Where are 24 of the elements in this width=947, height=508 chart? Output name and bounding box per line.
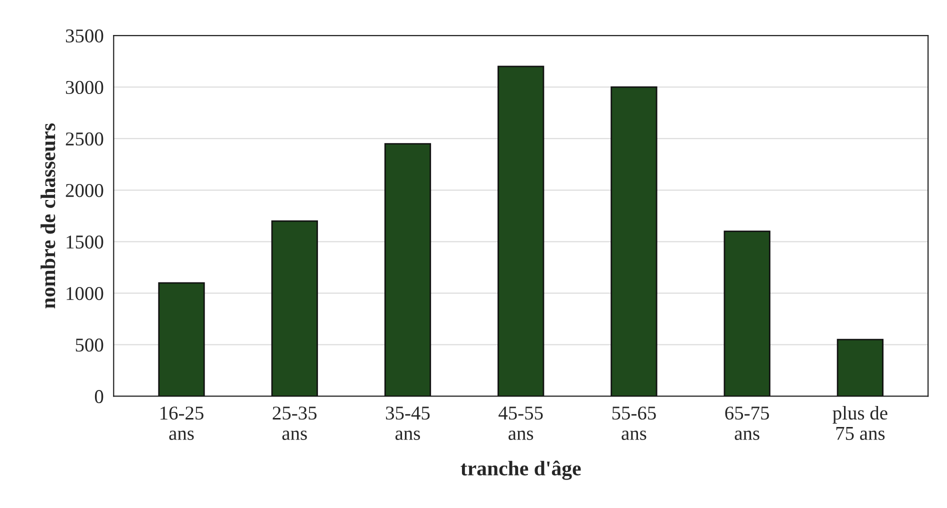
x-tick-label: plus de 75 ans	[832, 406, 888, 440]
x-axis-title: tranche d'âge	[460, 460, 581, 480]
x-tick-label: 45-55 ans	[498, 406, 543, 440]
y-tick-label: 0	[94, 390, 104, 404]
y-tick-label: 3500	[66, 29, 104, 42]
bar	[836, 338, 884, 396]
bar	[610, 86, 658, 396]
y-tick-label: 1000	[66, 287, 104, 300]
x-tick-label: 16-25 ans	[160, 406, 204, 440]
y-axis-title: nombre de chasseurs	[40, 123, 56, 308]
x-tick-label: 25-35 ans	[272, 406, 317, 440]
y-tick-label: 2000	[66, 184, 104, 198]
bar	[158, 282, 205, 396]
y-tick-label: 500	[76, 338, 104, 352]
x-tick-label: 65-75 ans	[725, 406, 769, 440]
bar	[498, 66, 544, 396]
y-tick-label: 3000	[66, 80, 104, 94]
x-tick-label: 35-45 ans	[386, 406, 430, 440]
y-tick-label: 2500	[66, 132, 104, 146]
bar	[724, 230, 770, 396]
y-tick-label: 1500	[66, 235, 104, 249]
bar	[384, 143, 432, 396]
x-tick-label: 55-65 ans	[612, 406, 656, 440]
bar	[271, 220, 318, 396]
